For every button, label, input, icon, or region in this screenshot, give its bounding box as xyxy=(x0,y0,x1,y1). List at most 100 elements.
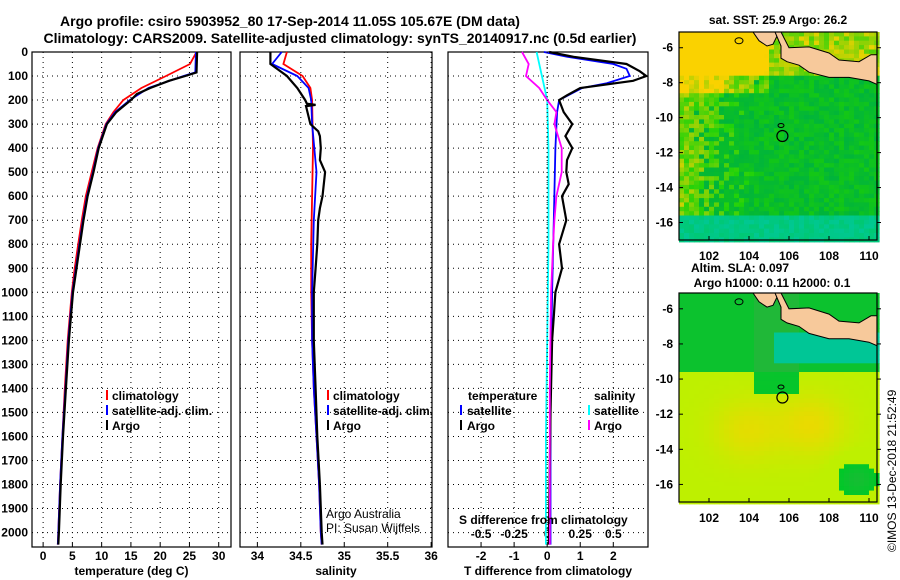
map-pixel xyxy=(859,224,865,230)
map-pixel xyxy=(684,341,690,347)
map-pixel xyxy=(794,398,800,404)
legend-swatch-climatology xyxy=(106,390,108,400)
map-pixel xyxy=(754,45,760,51)
map-pixel xyxy=(754,372,760,377)
map-pixel xyxy=(704,110,710,116)
map-pixel xyxy=(804,119,810,125)
map-pixel xyxy=(774,49,780,55)
map-pixel xyxy=(864,193,870,199)
map-pixel xyxy=(784,211,790,217)
map-pixel xyxy=(729,415,735,421)
map-pixel xyxy=(754,380,760,386)
map-pixel xyxy=(829,110,835,116)
map-pixel xyxy=(684,490,690,496)
map-pixel xyxy=(759,323,765,329)
map-pixel xyxy=(774,389,780,395)
map-pixel xyxy=(759,451,765,457)
map-pixel xyxy=(849,84,855,90)
map-pixel xyxy=(784,367,790,373)
map-pixel xyxy=(734,184,740,190)
map-pixel xyxy=(699,363,705,369)
map-pixel xyxy=(694,293,700,298)
map-pixel xyxy=(754,93,760,99)
map-pixel xyxy=(829,163,835,169)
map-pixel xyxy=(789,141,795,147)
map-pixel xyxy=(844,123,850,129)
map-pixel xyxy=(829,424,835,430)
map-pixel xyxy=(699,367,705,373)
map-pixel xyxy=(749,336,755,342)
map-pixel xyxy=(814,372,820,377)
map-pixel xyxy=(799,446,805,452)
map-pixel xyxy=(819,211,825,217)
map-pixel xyxy=(854,150,860,155)
map-pixel xyxy=(794,141,800,147)
map-pixel xyxy=(694,36,700,42)
map-pixel xyxy=(869,40,875,46)
map-pixel xyxy=(679,323,685,329)
map-pixel xyxy=(719,93,725,99)
map-pixel xyxy=(864,176,870,182)
map-pixel xyxy=(744,206,750,212)
map-pixel xyxy=(804,455,810,461)
x-tick-label: 5 xyxy=(69,549,76,563)
map-pixel xyxy=(784,75,790,81)
map-pixel xyxy=(854,110,860,116)
map-pixel xyxy=(749,429,755,435)
map-pixel xyxy=(754,468,760,474)
map-pixel xyxy=(869,358,875,364)
map-pixel xyxy=(709,215,715,221)
map-pixel xyxy=(699,490,705,496)
map-pixel xyxy=(834,490,840,496)
map-pixel xyxy=(729,150,735,155)
map-pixel xyxy=(684,219,690,225)
map-pixel xyxy=(804,354,810,360)
map-pixel xyxy=(759,88,765,94)
map-pixel xyxy=(709,354,715,360)
x-axis-label: T difference from climatology xyxy=(464,564,632,578)
map-pixel xyxy=(799,336,805,342)
christmas-island xyxy=(777,123,785,129)
map-pixel xyxy=(764,473,770,478)
map-pixel xyxy=(769,477,775,483)
map-pixel xyxy=(749,171,755,177)
map-pixel xyxy=(784,358,790,364)
map-pixel xyxy=(749,228,755,234)
map-pixel xyxy=(699,106,705,112)
s-tick-label: 0.5 xyxy=(605,527,622,541)
map-pixel xyxy=(804,332,810,338)
map-pixel xyxy=(774,189,780,195)
map-pixel xyxy=(859,367,865,373)
map-pixel xyxy=(739,398,745,404)
map-pixel xyxy=(709,345,715,351)
map-pixel xyxy=(704,319,710,325)
map-pixel xyxy=(714,420,720,426)
map-pixel xyxy=(834,211,840,217)
map-pixel xyxy=(704,394,710,399)
map-pixel xyxy=(834,411,840,417)
map-pixel xyxy=(814,88,820,94)
map-pixel xyxy=(834,97,840,103)
island-outline xyxy=(734,37,744,45)
map-pixel xyxy=(779,420,785,426)
map-pixel xyxy=(849,389,855,395)
map-pixel xyxy=(734,442,740,448)
map-pixel xyxy=(744,154,750,160)
map-pixel xyxy=(769,180,775,186)
map-pixel xyxy=(684,45,690,51)
map-pixel xyxy=(724,62,730,68)
map-pixel xyxy=(794,97,800,103)
map-pixel xyxy=(769,389,775,395)
map-pixel xyxy=(759,363,765,369)
map-pixel xyxy=(814,398,820,404)
map-pixel xyxy=(704,136,710,142)
map-pixel xyxy=(714,354,720,360)
map-pixel xyxy=(749,297,755,303)
map-pixel xyxy=(769,407,775,413)
map-pixel xyxy=(804,202,810,208)
map-pixel xyxy=(749,167,755,173)
map-pixel xyxy=(844,310,850,316)
map-pixel xyxy=(824,473,830,478)
map-pixel xyxy=(849,402,855,408)
map-pixel xyxy=(799,442,805,448)
